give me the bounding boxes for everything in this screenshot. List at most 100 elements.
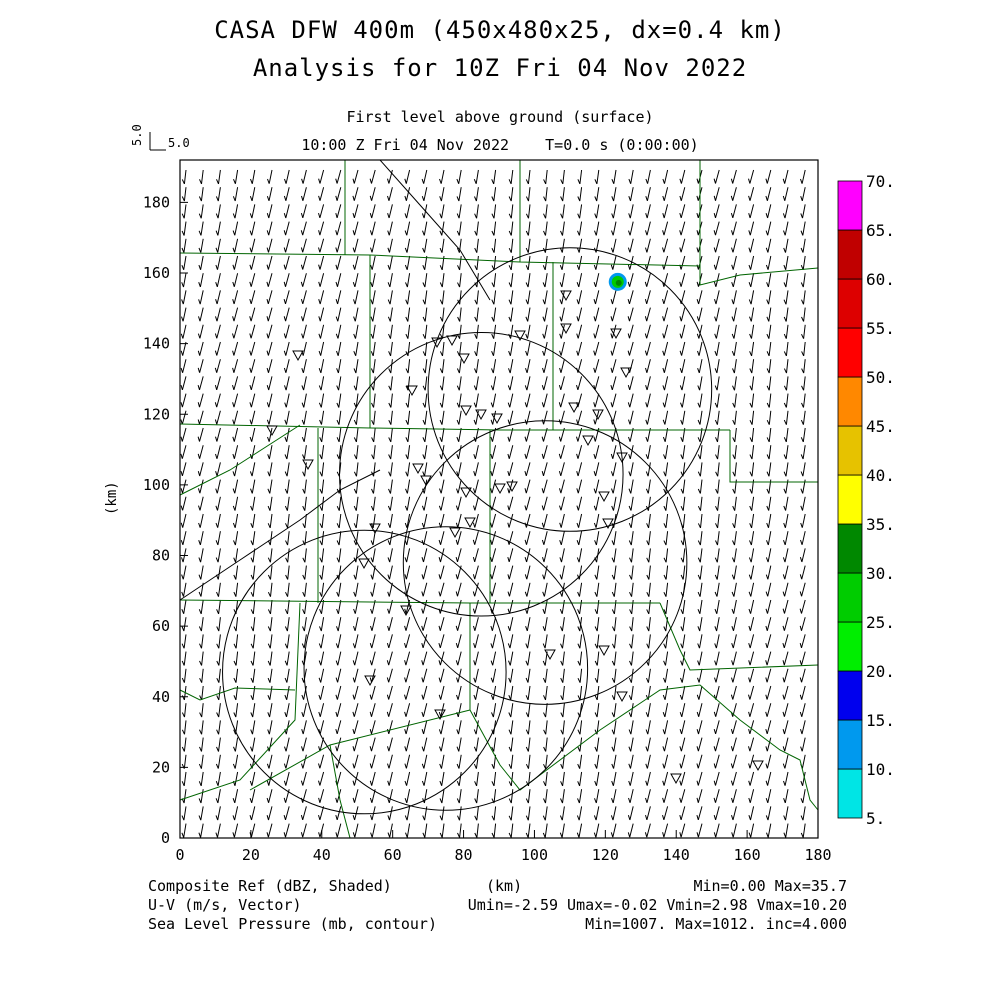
wind-vector bbox=[800, 531, 806, 545]
wind-vector bbox=[543, 737, 548, 752]
wind-vector bbox=[283, 341, 290, 356]
wind-vector bbox=[593, 462, 600, 477]
wind-vector bbox=[405, 359, 411, 374]
wind-vector bbox=[525, 187, 531, 202]
wind-vector bbox=[233, 169, 239, 184]
wind-vector bbox=[302, 445, 307, 460]
wind-vector bbox=[577, 771, 583, 787]
wind-vector bbox=[456, 376, 462, 391]
wind-vector bbox=[627, 324, 634, 339]
wind-vector bbox=[456, 359, 462, 374]
station-marker-icon bbox=[292, 350, 304, 362]
wind-vector bbox=[285, 513, 290, 529]
y-tick-label: 80 bbox=[152, 547, 170, 565]
wind-vector bbox=[713, 703, 720, 717]
wind-vector bbox=[233, 582, 239, 597]
wind-vector bbox=[474, 221, 479, 236]
wind-vector bbox=[371, 410, 376, 425]
wind-vector bbox=[696, 823, 703, 838]
wind-vector bbox=[680, 531, 686, 546]
station-marker-icon bbox=[598, 491, 610, 503]
wind-vector bbox=[663, 479, 669, 494]
wind-vector bbox=[507, 462, 514, 477]
wind-vector bbox=[215, 496, 221, 511]
wind-vector bbox=[491, 273, 497, 288]
wind-vector bbox=[577, 789, 583, 804]
wind-vector bbox=[232, 445, 239, 459]
wind-vector bbox=[679, 806, 686, 821]
wind-vector bbox=[679, 255, 686, 270]
wind-vector bbox=[611, 496, 617, 511]
wind-vector bbox=[421, 685, 428, 700]
wind-vector bbox=[748, 290, 755, 305]
wind-vector bbox=[215, 462, 221, 477]
wind-vector bbox=[783, 341, 789, 357]
wind-vector bbox=[560, 668, 565, 683]
wind-vector bbox=[388, 410, 393, 425]
wind-vector bbox=[783, 789, 789, 804]
wind-vector bbox=[748, 548, 755, 563]
wind-vector bbox=[765, 565, 772, 580]
wind-vector bbox=[335, 823, 342, 838]
wind-vector bbox=[216, 703, 221, 718]
wind-vector bbox=[783, 307, 789, 322]
wind-vector bbox=[198, 238, 204, 253]
wind-vector bbox=[766, 513, 772, 528]
wind-vector bbox=[249, 341, 256, 356]
x-tick-label: 160 bbox=[734, 846, 761, 864]
wind-vector bbox=[628, 720, 634, 735]
wind-vector bbox=[438, 548, 445, 563]
footer-field2-stats: Umin=-2.59 Umax=-0.02 Vmin=2.98 Vmax=10.… bbox=[467, 896, 847, 914]
wind-vector bbox=[800, 204, 806, 219]
wind-vector bbox=[319, 410, 325, 425]
wind-vector bbox=[335, 255, 342, 270]
wind-vector bbox=[491, 703, 497, 718]
wind-vector bbox=[490, 651, 497, 666]
wind-vector bbox=[336, 513, 342, 529]
wind-vector bbox=[267, 565, 273, 580]
wind-vector bbox=[697, 393, 703, 408]
wind-vector bbox=[697, 376, 703, 391]
wind-vector bbox=[524, 479, 531, 494]
wind-vector bbox=[611, 187, 617, 202]
wind-vector bbox=[266, 393, 273, 408]
wind-vector bbox=[680, 599, 686, 615]
wind-vector bbox=[302, 548, 307, 563]
wind-vector bbox=[559, 599, 565, 614]
wind-vector bbox=[629, 599, 634, 615]
wind-vector bbox=[421, 513, 428, 528]
wind-vector bbox=[370, 496, 376, 511]
wind-vector bbox=[336, 531, 342, 546]
wind-vector bbox=[577, 754, 583, 769]
wind-vector bbox=[388, 445, 393, 460]
wind-vector bbox=[576, 513, 583, 528]
station-marker-icon bbox=[616, 691, 628, 703]
wind-vector bbox=[662, 290, 669, 305]
wind-vector bbox=[629, 617, 634, 632]
wind-vector bbox=[199, 703, 204, 718]
wind-vector bbox=[507, 393, 514, 408]
wind-vector bbox=[267, 634, 273, 649]
wind-vector bbox=[748, 789, 755, 803]
wind-vector bbox=[284, 496, 290, 511]
vector-scale-rotated-label: 5.0 bbox=[130, 124, 144, 146]
wind-vector bbox=[559, 238, 565, 253]
wind-vector bbox=[542, 617, 548, 632]
wind-vector bbox=[645, 169, 651, 184]
wind-vector bbox=[715, 479, 720, 494]
wind-vector bbox=[386, 685, 393, 700]
station-marker-icon bbox=[598, 645, 610, 657]
station-marker-icon bbox=[475, 409, 487, 421]
wind-vector bbox=[353, 496, 359, 511]
wind-vector bbox=[507, 445, 514, 459]
wind-vector bbox=[472, 565, 479, 580]
wind-vector bbox=[352, 823, 359, 838]
wind-vector bbox=[387, 169, 393, 184]
wind-vector bbox=[284, 376, 290, 391]
wind-vector bbox=[749, 462, 755, 477]
wind-vector bbox=[250, 737, 256, 752]
wind-vector bbox=[713, 255, 720, 270]
wind-vector bbox=[266, 324, 273, 339]
wind-vector bbox=[180, 341, 187, 356]
wind-vector bbox=[697, 548, 703, 563]
